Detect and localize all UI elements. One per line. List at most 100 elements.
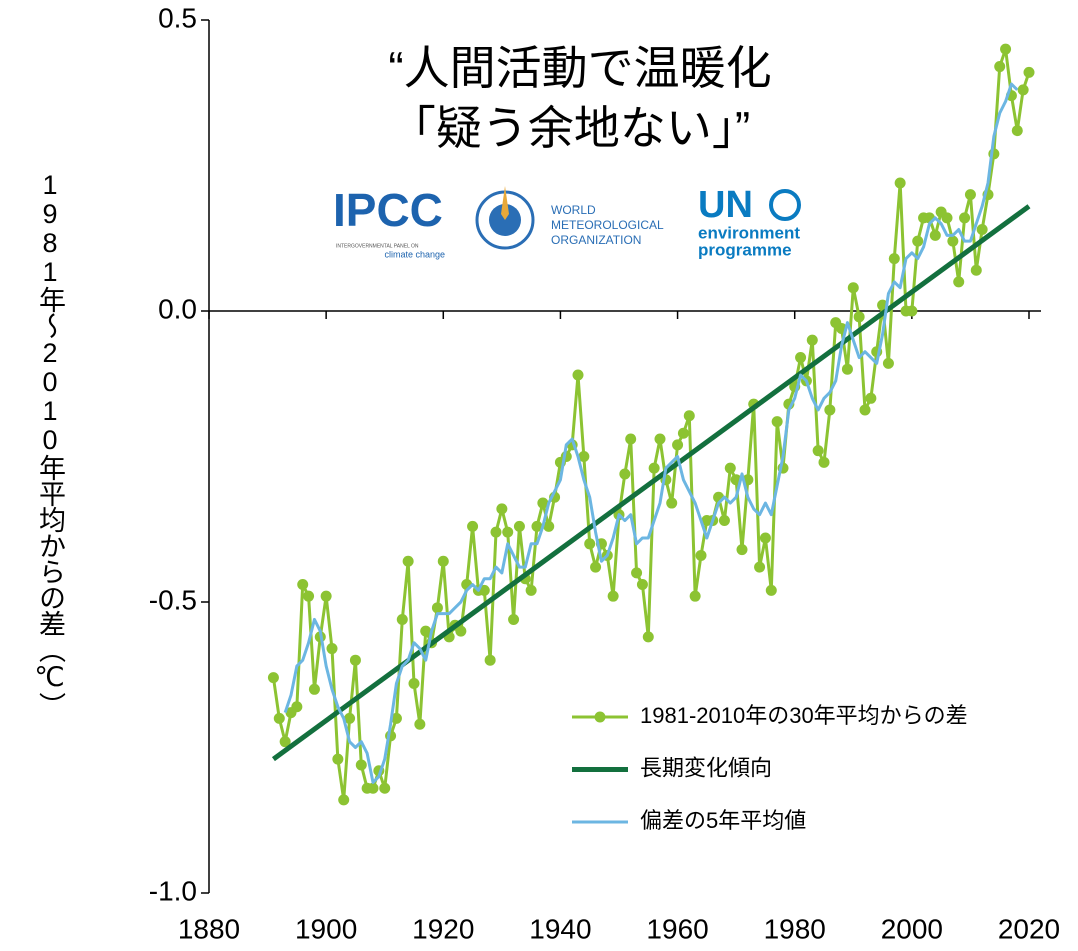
data-point bbox=[584, 538, 596, 550]
data-point bbox=[771, 416, 783, 428]
data-point bbox=[578, 451, 590, 462]
data-point bbox=[513, 520, 525, 532]
y-tick-label: 0.5 bbox=[158, 2, 197, 33]
data-point bbox=[326, 643, 338, 655]
x-tick-label: 1920 bbox=[412, 913, 474, 944]
data-point bbox=[379, 782, 391, 794]
data-point bbox=[941, 212, 953, 224]
x-tick-label: 2020 bbox=[998, 913, 1060, 944]
x-tick-label: 1960 bbox=[646, 913, 708, 944]
data-point bbox=[695, 549, 707, 561]
data-point bbox=[267, 672, 279, 684]
data-point bbox=[953, 276, 965, 288]
logo-text: environment bbox=[698, 223, 800, 242]
data-point bbox=[970, 264, 982, 276]
data-point bbox=[619, 468, 631, 480]
x-tick-label: 1900 bbox=[295, 913, 357, 944]
data-point bbox=[431, 602, 443, 614]
data-point bbox=[736, 544, 748, 556]
data-point bbox=[666, 497, 678, 509]
data-point bbox=[677, 427, 689, 439]
logo-text: ORGANIZATION bbox=[551, 233, 641, 247]
series-line bbox=[271, 204, 1031, 762]
data-point bbox=[303, 590, 315, 602]
data-point bbox=[279, 736, 291, 748]
data-point bbox=[543, 520, 555, 532]
legend-swatch bbox=[594, 711, 606, 723]
data-point bbox=[859, 404, 871, 416]
data-point bbox=[636, 579, 648, 591]
data-point bbox=[414, 718, 426, 730]
x-tick-label: 1880 bbox=[178, 913, 240, 944]
data-point bbox=[894, 177, 906, 189]
data-point bbox=[320, 590, 332, 602]
data-point bbox=[455, 625, 467, 637]
data-point bbox=[590, 561, 602, 573]
data-point bbox=[525, 584, 537, 596]
data-point bbox=[631, 567, 643, 579]
data-point bbox=[402, 555, 414, 567]
data-point bbox=[929, 229, 941, 241]
data-point bbox=[344, 712, 356, 724]
y-axis-label: 1981年～2010年平均からの差（℃） bbox=[35, 170, 65, 718]
data-point bbox=[408, 677, 420, 689]
data-point bbox=[683, 410, 695, 422]
logo-unep: UN environment programme bbox=[698, 184, 801, 259]
data-point bbox=[759, 532, 771, 544]
data-point bbox=[467, 520, 479, 532]
data-point bbox=[672, 439, 684, 451]
data-point bbox=[689, 590, 701, 602]
logo-text: INTERGOVERNMENTAL PANEL ON bbox=[336, 243, 419, 249]
y-tick-label: -0.5 bbox=[149, 584, 197, 615]
data-point bbox=[625, 433, 637, 445]
x-tick-label: 2000 bbox=[881, 913, 943, 944]
legend-label: 1981-2010年の30年平均からの差 bbox=[640, 703, 968, 728]
data-point bbox=[396, 613, 408, 625]
data-point bbox=[847, 282, 859, 294]
data-point bbox=[795, 352, 807, 364]
data-point bbox=[888, 253, 900, 265]
data-point bbox=[332, 753, 344, 765]
data-point bbox=[865, 392, 877, 404]
logo-emblem bbox=[769, 189, 801, 221]
logo-text: UN bbox=[698, 184, 753, 226]
logo-text: WORLD bbox=[551, 203, 596, 217]
chart-title: “人間活動で温暖化 bbox=[388, 42, 771, 94]
data-point bbox=[338, 794, 350, 806]
logo-text: climate change bbox=[384, 249, 445, 259]
logo-wmo: WORLD METEOROLOGICAL ORGANIZATION bbox=[475, 186, 664, 250]
x-tick-label: 1980 bbox=[764, 913, 826, 944]
data-point bbox=[607, 590, 619, 602]
data-point bbox=[853, 311, 865, 323]
logo-text: METEOROLOGICAL bbox=[551, 218, 664, 232]
data-point bbox=[718, 515, 730, 527]
logo-text: programme bbox=[698, 240, 792, 259]
data-point bbox=[1017, 84, 1029, 96]
data-point bbox=[947, 235, 959, 247]
logo-text: IPCC bbox=[333, 184, 443, 236]
data-point bbox=[496, 503, 508, 515]
data-point bbox=[841, 363, 853, 375]
data-point bbox=[959, 212, 971, 224]
data-point bbox=[291, 701, 303, 713]
data-point bbox=[420, 625, 432, 637]
data-point bbox=[912, 235, 924, 247]
data-point bbox=[648, 462, 660, 474]
series-line bbox=[271, 47, 1031, 802]
x-tick-label: 1940 bbox=[529, 913, 591, 944]
legend-label: 偏差の5年平均値 bbox=[640, 808, 806, 833]
data-point bbox=[367, 782, 379, 794]
data-point bbox=[1011, 125, 1023, 137]
data-point bbox=[1000, 43, 1012, 55]
data-point bbox=[1023, 66, 1035, 78]
chart-title: 「疑う余地ない」” bbox=[390, 102, 750, 154]
data-point bbox=[818, 456, 830, 468]
legend-label: 長期変化傾向 bbox=[640, 755, 772, 780]
y-tick-label: -1.0 bbox=[149, 875, 197, 906]
data-point bbox=[537, 497, 549, 509]
data-point bbox=[824, 404, 836, 416]
data-point bbox=[308, 683, 320, 695]
data-point bbox=[297, 579, 309, 591]
data-point bbox=[906, 305, 918, 317]
data-point bbox=[882, 357, 894, 369]
